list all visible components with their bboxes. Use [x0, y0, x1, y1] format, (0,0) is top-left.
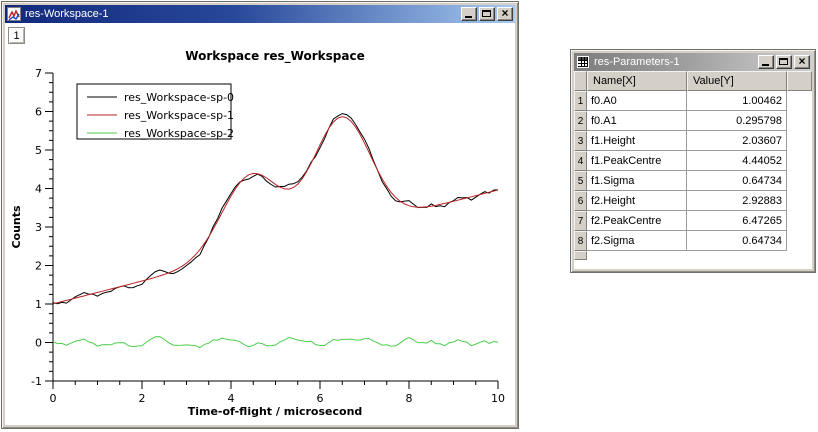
axes: 0 2 4 6 8 10 -1 0 1 2 3 4 5 6 7	[31, 67, 505, 405]
legend-frame	[76, 83, 232, 140]
y-tick-label: 2	[35, 260, 42, 273]
y-axis-label: Counts	[10, 205, 23, 249]
legend-label-res_Workspace-sp-1: res_Workspace-sp-1	[124, 109, 234, 122]
cell-value[interactable]: 1.00462	[687, 91, 787, 111]
table-icon	[576, 55, 590, 69]
row-header[interactable]: 5	[574, 171, 587, 191]
table-maximize-button[interactable]	[776, 55, 792, 69]
y-tick-label: 5	[35, 144, 42, 157]
cell-name[interactable]: f0.A1	[587, 111, 687, 131]
maximize-button[interactable]	[479, 7, 495, 21]
legend-box[interactable]: res_Workspace-sp-0 res_Workspace-sp-1 res_…	[76, 83, 234, 140]
row-header[interactable]: 8	[574, 231, 587, 251]
cell-value[interactable]: 0.64734	[687, 231, 787, 251]
minimize-icon	[465, 16, 472, 18]
y-tick-label: 7	[35, 67, 42, 80]
plot-canvas: 1 Workspace res_Workspace Time-of-flight…	[5, 23, 515, 425]
cell-name[interactable]: f0.A0	[587, 91, 687, 111]
table-close-button[interactable]: ×	[794, 54, 810, 69]
maximize-icon	[779, 58, 788, 65]
chart-title: Workspace res_Workspace	[185, 49, 364, 64]
row-header-stub	[574, 251, 587, 260]
column-header-value[interactable]: Value[Y]	[687, 71, 787, 91]
row-header[interactable]: 6	[574, 191, 587, 211]
series-res_Workspace-sp-0	[52, 113, 499, 305]
cell-name[interactable]: f2.Height	[587, 191, 687, 211]
table-window[interactable]: res-Parameters-1 × Name[X] Value[Y] 1 f0.…	[570, 49, 816, 273]
close-icon: ×	[798, 54, 806, 68]
cell-name[interactable]: f1.PeakCentre	[587, 151, 687, 171]
cell-value[interactable]: 2.92883	[687, 191, 787, 211]
row-filler	[787, 171, 812, 191]
table-row: 4 f1.PeakCentre 4.44052	[574, 151, 812, 171]
table-window-title: res-Parameters-1	[594, 56, 680, 68]
table-row: 6 f2.Height 2.92883	[574, 191, 812, 211]
y-tick-label: 6	[35, 106, 42, 119]
header-filler	[787, 71, 812, 91]
cell-name[interactable]: f1.Height	[587, 131, 687, 151]
plot-window-title: res-Workspace-1	[25, 8, 109, 20]
table-row: 5 f1.Sigma 0.64734	[574, 171, 812, 191]
legend-label-res_Workspace-sp-2: res_Workspace-sp-2	[124, 127, 234, 140]
graph-icon	[7, 7, 21, 21]
table-header-row: Name[X] Value[Y]	[574, 71, 812, 91]
cell-name[interactable]: f2.Sigma	[587, 231, 687, 251]
row-filler	[787, 231, 812, 251]
y-tick-label: 0	[35, 337, 42, 350]
x-tick-label: 6	[317, 392, 324, 405]
row-filler	[787, 151, 812, 171]
row-header[interactable]: 3	[574, 131, 587, 151]
table-minimize-button[interactable]	[758, 55, 774, 69]
series-res_Workspace-sp-1	[52, 116, 499, 305]
row-header[interactable]: 2	[574, 111, 587, 131]
row-filler	[787, 91, 812, 111]
y-tick-label: 4	[35, 183, 42, 196]
series-res_Workspace-sp-2	[52, 336, 499, 349]
cell-value[interactable]: 2.03607	[687, 131, 787, 151]
table-row: 7 f2.PeakCentre 6.47265	[574, 211, 812, 231]
table-window-titlebar[interactable]: res-Parameters-1 ×	[574, 53, 812, 71]
legend-label-res_Workspace-sp-0: res_Workspace-sp-0	[124, 91, 234, 104]
row-filler	[787, 211, 812, 231]
y-tick-label: 3	[35, 221, 42, 234]
x-tick-label: 2	[139, 392, 146, 405]
table-row: 3 f1.Height 2.03607	[574, 131, 812, 151]
y-tick-label: 1	[35, 298, 42, 311]
table-row: 1 f0.A0 1.00462	[574, 91, 812, 111]
plot-window-titlebar[interactable]: res-Workspace-1 ×	[5, 5, 515, 23]
x-tick-label: 10	[491, 392, 505, 405]
column-header-name[interactable]: Name[X]	[587, 71, 687, 91]
maximize-icon	[482, 10, 491, 17]
x-tick-label: 8	[406, 392, 413, 405]
parameters-table: Name[X] Value[Y] 1 f0.A0 1.00462 2 f0.A1 0.29…	[574, 71, 812, 269]
cell-value[interactable]: 6.47265	[687, 211, 787, 231]
cell-value[interactable]: 0.64734	[687, 171, 787, 191]
table-row: 2 f0.A1 0.295798	[574, 111, 812, 131]
x-tick-label: 0	[50, 392, 57, 405]
close-icon: ×	[501, 6, 509, 20]
row-header[interactable]: 4	[574, 151, 587, 171]
x-axis-label: Time-of-flight / microsecond	[188, 405, 363, 418]
row-filler	[787, 111, 812, 131]
minimize-button[interactable]	[461, 7, 477, 21]
corner-header[interactable]	[574, 71, 587, 91]
row-filler	[787, 131, 812, 151]
chart: Workspace res_Workspace Time-of-flight /…	[10, 49, 505, 418]
plot-window[interactable]: res-Workspace-1 × 1 Workspace res_Worksp…	[1, 1, 519, 429]
x-tick-label: 4	[228, 392, 235, 405]
row-header[interactable]: 1	[574, 91, 587, 111]
layer-1-button[interactable]: 1	[8, 27, 25, 44]
close-button[interactable]: ×	[497, 6, 513, 21]
cell-name[interactable]: f2.PeakCentre	[587, 211, 687, 231]
table-row: 8 f2.Sigma 0.64734	[574, 231, 812, 251]
cell-value[interactable]: 0.295798	[687, 111, 787, 131]
minimize-icon	[762, 64, 769, 66]
row-filler	[787, 191, 812, 211]
y-tick-label: -1	[31, 375, 42, 388]
cell-value[interactable]: 4.44052	[687, 151, 787, 171]
cell-name[interactable]: f1.Sigma	[587, 171, 687, 191]
curves	[52, 113, 499, 349]
row-header[interactable]: 7	[574, 211, 587, 231]
